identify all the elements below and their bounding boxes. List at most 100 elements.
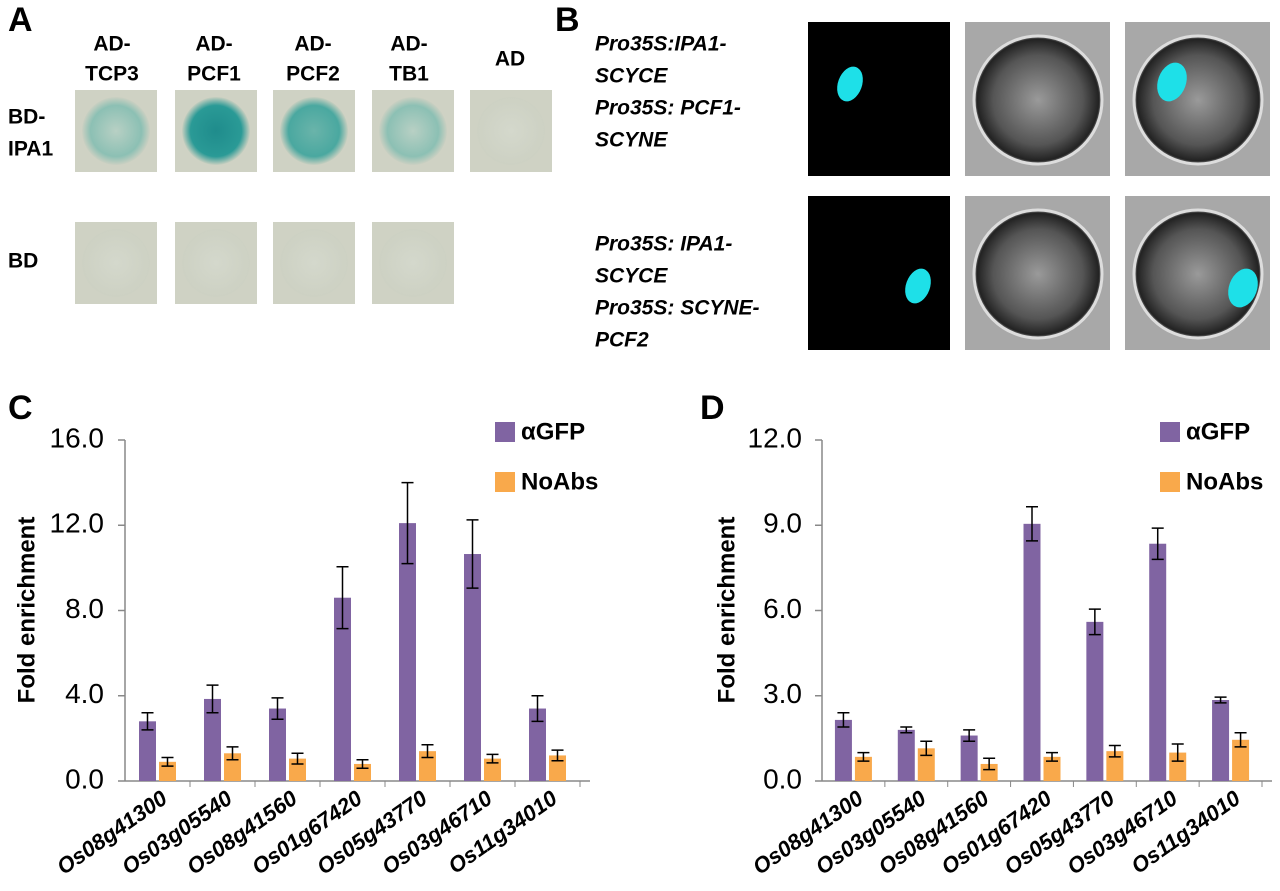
bar	[529, 708, 546, 781]
y-tick-label: 6.0	[763, 593, 802, 624]
yeast-spot	[182, 229, 250, 297]
bar	[1086, 621, 1104, 781]
panel-a: A AD- TCP3 AD- PCF1 AD- PCF2 AD- TB1 AD BD- IPA1 BD	[8, 1, 552, 304]
bar	[334, 597, 351, 781]
column-label: AD	[495, 48, 525, 71]
error-bar	[466, 519, 479, 589]
yeast-spot	[379, 97, 447, 165]
bar	[1023, 523, 1041, 781]
column-label: TCP3	[85, 63, 139, 86]
bar	[269, 708, 286, 781]
cell	[972, 208, 1104, 340]
panel-label: B	[555, 1, 580, 39]
y-tick-label: 3.0	[763, 678, 802, 709]
error-bar	[421, 744, 434, 759]
y-axis-title: Fold enrichment	[13, 517, 40, 704]
legend-label: NoAbs	[1186, 468, 1263, 495]
construct-label: Pro35S: PCF1-	[595, 97, 741, 120]
error-bar	[161, 756, 174, 767]
panel-label: D	[700, 389, 725, 427]
bar	[834, 719, 852, 781]
legend-swatch	[495, 422, 515, 442]
legend-swatch	[1160, 422, 1180, 442]
construct-label: PCF2	[595, 329, 649, 352]
error-bar	[1108, 744, 1121, 758]
y-tick-label: 12.0	[50, 508, 105, 539]
error-bar	[1046, 751, 1058, 762]
error-bar	[401, 481, 414, 565]
error-bar	[1171, 743, 1184, 762]
legend-label: NoAbs	[521, 468, 598, 495]
error-bar	[1088, 608, 1101, 636]
bar	[1212, 700, 1230, 781]
column-label: AD-	[93, 33, 130, 56]
yeast-spot	[182, 97, 250, 165]
cell	[1132, 34, 1264, 166]
bar	[1232, 739, 1250, 781]
legend-label: αGFP	[1186, 418, 1250, 445]
row-label: BD	[8, 250, 38, 273]
bar	[854, 756, 872, 781]
error-bar	[531, 695, 544, 723]
column-label: AD-	[294, 33, 331, 56]
error-bar	[963, 729, 976, 742]
yeast-spot	[82, 229, 150, 297]
bar	[464, 554, 481, 781]
yeast-spot	[379, 229, 447, 297]
construct-label: SCYNE	[595, 129, 668, 152]
construct-label: SCYCE	[595, 265, 668, 288]
y-tick-label: 4.0	[65, 678, 104, 709]
bar	[399, 523, 416, 781]
legend-swatch	[1160, 472, 1180, 492]
yeast-spot	[82, 97, 150, 165]
nucleus	[905, 268, 931, 304]
legend-swatch	[495, 472, 515, 492]
column-label: PCF1	[187, 63, 241, 86]
error-bar	[486, 753, 499, 764]
bar	[204, 698, 221, 781]
error-bar	[837, 712, 850, 728]
error-bar	[271, 697, 284, 720]
y-axis-title: Fold enrichment	[713, 517, 740, 704]
y-tick-label: 12.0	[748, 422, 803, 453]
nucleus	[837, 66, 863, 102]
error-bar	[1151, 527, 1164, 561]
construct-label: Pro35S:IPA1-	[595, 33, 727, 56]
panel-label: A	[8, 1, 33, 39]
bar	[139, 721, 156, 781]
error-bar	[920, 740, 933, 757]
error-bar	[356, 758, 369, 769]
error-bar	[551, 749, 564, 762]
fluorescence-image	[808, 22, 950, 176]
error-bar	[857, 751, 870, 762]
bar	[1169, 752, 1187, 781]
error-bar	[336, 566, 349, 630]
row-label: IPA1	[8, 138, 53, 161]
column-label: AD-	[195, 33, 232, 56]
construct-label: Pro35S: IPA1-	[595, 233, 732, 256]
error-bar	[900, 726, 913, 734]
nucleus	[1157, 62, 1187, 102]
y-tick-label: 16.0	[50, 422, 105, 453]
bar	[980, 763, 998, 781]
error-bar	[291, 752, 304, 765]
construct-label: SCYCE	[595, 65, 668, 88]
yeast-spot	[477, 97, 545, 165]
bar	[484, 758, 501, 781]
error-bar	[983, 757, 996, 771]
cell	[1132, 208, 1264, 340]
bar	[1043, 756, 1061, 781]
error-bar	[226, 746, 239, 761]
error-bar	[206, 684, 219, 714]
bar	[960, 735, 978, 781]
cell	[972, 34, 1104, 166]
column-label: AD-	[390, 33, 427, 56]
yeast-spot	[280, 97, 348, 165]
panel-label: C	[8, 389, 33, 427]
bar	[1149, 543, 1167, 781]
column-label: TB1	[389, 63, 429, 86]
yeast-spot	[280, 229, 348, 297]
error-bar	[141, 712, 154, 731]
